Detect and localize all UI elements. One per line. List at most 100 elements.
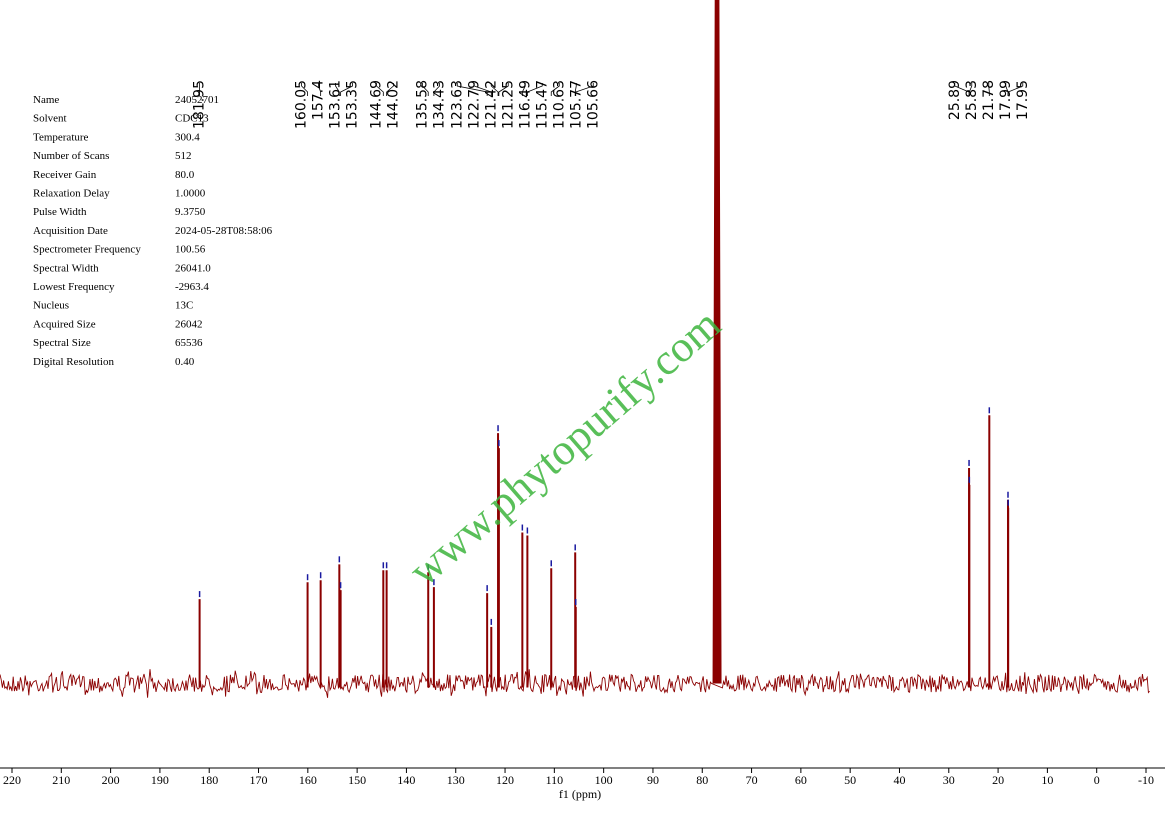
x-tick-label: 70: [746, 773, 758, 787]
peak-label: 144.69: [368, 80, 384, 129]
peak-label: 105.66: [585, 80, 601, 129]
peak-label: 122.79: [466, 80, 482, 129]
peak-label: 123.63: [449, 80, 465, 129]
peak-connector: [498, 83, 509, 96]
peak-label: 21.78: [981, 80, 997, 120]
x-tick-label: 10: [1041, 773, 1053, 787]
param-name: Nucleus: [33, 300, 69, 312]
peak-connector: [988, 83, 990, 96]
peak-connector: [386, 83, 394, 96]
peak-label: 135.58: [415, 80, 431, 129]
x-tick-label: 170: [250, 773, 268, 787]
peak-label: 25.83: [964, 80, 980, 120]
peak-connector: [433, 83, 440, 96]
param-value: 26041.0: [175, 262, 211, 274]
x-tick-label: 220: [3, 773, 21, 787]
param-name: Spectrometer Frequency: [33, 244, 141, 256]
x-tick-label: 20: [992, 773, 1004, 787]
param-name: Pulse Width: [33, 206, 87, 218]
x-tick-label: 140: [397, 773, 415, 787]
peak-label: 25.89: [947, 80, 963, 120]
x-tick-label: 90: [647, 773, 659, 787]
x-tick-label: 40: [893, 773, 905, 787]
param-name: Spectral Width: [33, 262, 99, 274]
param-name: Relaxation Delay: [33, 188, 110, 200]
peak-connector: [340, 83, 353, 96]
param-name: Solvent: [33, 113, 67, 125]
peak-label: 160.05: [294, 80, 310, 129]
param-name: Digital Resolution: [33, 356, 114, 368]
param-name: Temperature: [33, 131, 89, 143]
peak-label: 144.02: [385, 80, 401, 129]
param-value: 9.3750: [175, 206, 206, 218]
param-value: 24052701: [175, 94, 219, 106]
peak-label: 121.25: [500, 80, 516, 129]
peak-connector: [574, 83, 577, 96]
noise: [0, 669, 1150, 698]
x-tick-label: 50: [844, 773, 856, 787]
peak-label: 157.4: [311, 80, 327, 120]
watermark: www.phytopurify.com: [399, 299, 729, 595]
x-tick-label: 30: [943, 773, 955, 787]
peak-label: 17.99: [998, 80, 1014, 120]
x-tick-label: 0: [1094, 773, 1100, 787]
param-name: Spectral Size: [33, 337, 91, 349]
x-axis-label: f1 (ppm): [559, 787, 601, 801]
param-value: 26042: [175, 318, 203, 330]
peak-connector: [456, 83, 488, 96]
x-tick-label: 80: [696, 773, 708, 787]
param-name: Acquired Size: [33, 318, 96, 330]
x-tick-label: 110: [546, 773, 564, 787]
x-tick-label: 190: [151, 773, 169, 787]
x-tick-label: -10: [1138, 773, 1154, 787]
x-tick-label: 130: [447, 773, 465, 787]
peak-connector: [575, 83, 594, 96]
peak-connector: [550, 83, 560, 96]
param-name: Number of Scans: [33, 150, 109, 162]
param-name: Receiver Gain: [33, 169, 97, 181]
x-tick-label: 120: [496, 773, 514, 787]
peak-label: 181.95: [192, 80, 208, 129]
peak-connector: [526, 83, 543, 96]
peak-connector: [318, 83, 322, 96]
peak-connector: [490, 83, 499, 96]
param-value: 65536: [175, 337, 203, 349]
param-value: 0.40: [175, 356, 195, 368]
param-value: 80.0: [175, 169, 195, 181]
param-value: -2963.4: [175, 281, 209, 293]
peak-connector: [376, 83, 384, 96]
solvent-peak: [712, 0, 722, 684]
param-value: 1.0000: [175, 188, 206, 200]
x-tick-label: 180: [200, 773, 218, 787]
peak-label: 153.61: [328, 80, 344, 129]
param-value: 512: [175, 150, 192, 162]
x-tick-label: 210: [52, 773, 70, 787]
peak-label: 115.47: [534, 80, 550, 129]
param-name: Acquisition Date: [33, 225, 108, 237]
param-value: 13C: [175, 300, 193, 312]
peak-label: 153.35: [345, 80, 361, 129]
param-name: Lowest Frequency: [33, 281, 115, 293]
param-name: Name: [33, 94, 59, 106]
peak-connector: [301, 83, 308, 96]
param-value: 100.56: [175, 244, 206, 256]
x-tick-label: 100: [595, 773, 613, 787]
param-value: 300.4: [175, 131, 200, 143]
x-tick-label: 60: [795, 773, 807, 787]
peak-label: 105.77: [568, 80, 584, 129]
x-tick-label: 150: [348, 773, 366, 787]
peaks: [198, 0, 1010, 688]
peak-label: 110.63: [551, 80, 567, 129]
peak-label: 134.43: [432, 80, 448, 129]
x-tick-label: 200: [102, 773, 120, 787]
peak-connector: [422, 83, 429, 96]
peak-connector: [521, 83, 526, 96]
param-value: 2024-05-28T08:58:06: [175, 225, 273, 237]
x-tick-label: 160: [299, 773, 317, 787]
peak-connector: [473, 83, 492, 96]
peak-connector: [1007, 83, 1024, 96]
peak-label: 17.95: [1015, 80, 1031, 120]
peak-connector: [335, 83, 340, 96]
peak-label: 116.49: [517, 80, 533, 129]
